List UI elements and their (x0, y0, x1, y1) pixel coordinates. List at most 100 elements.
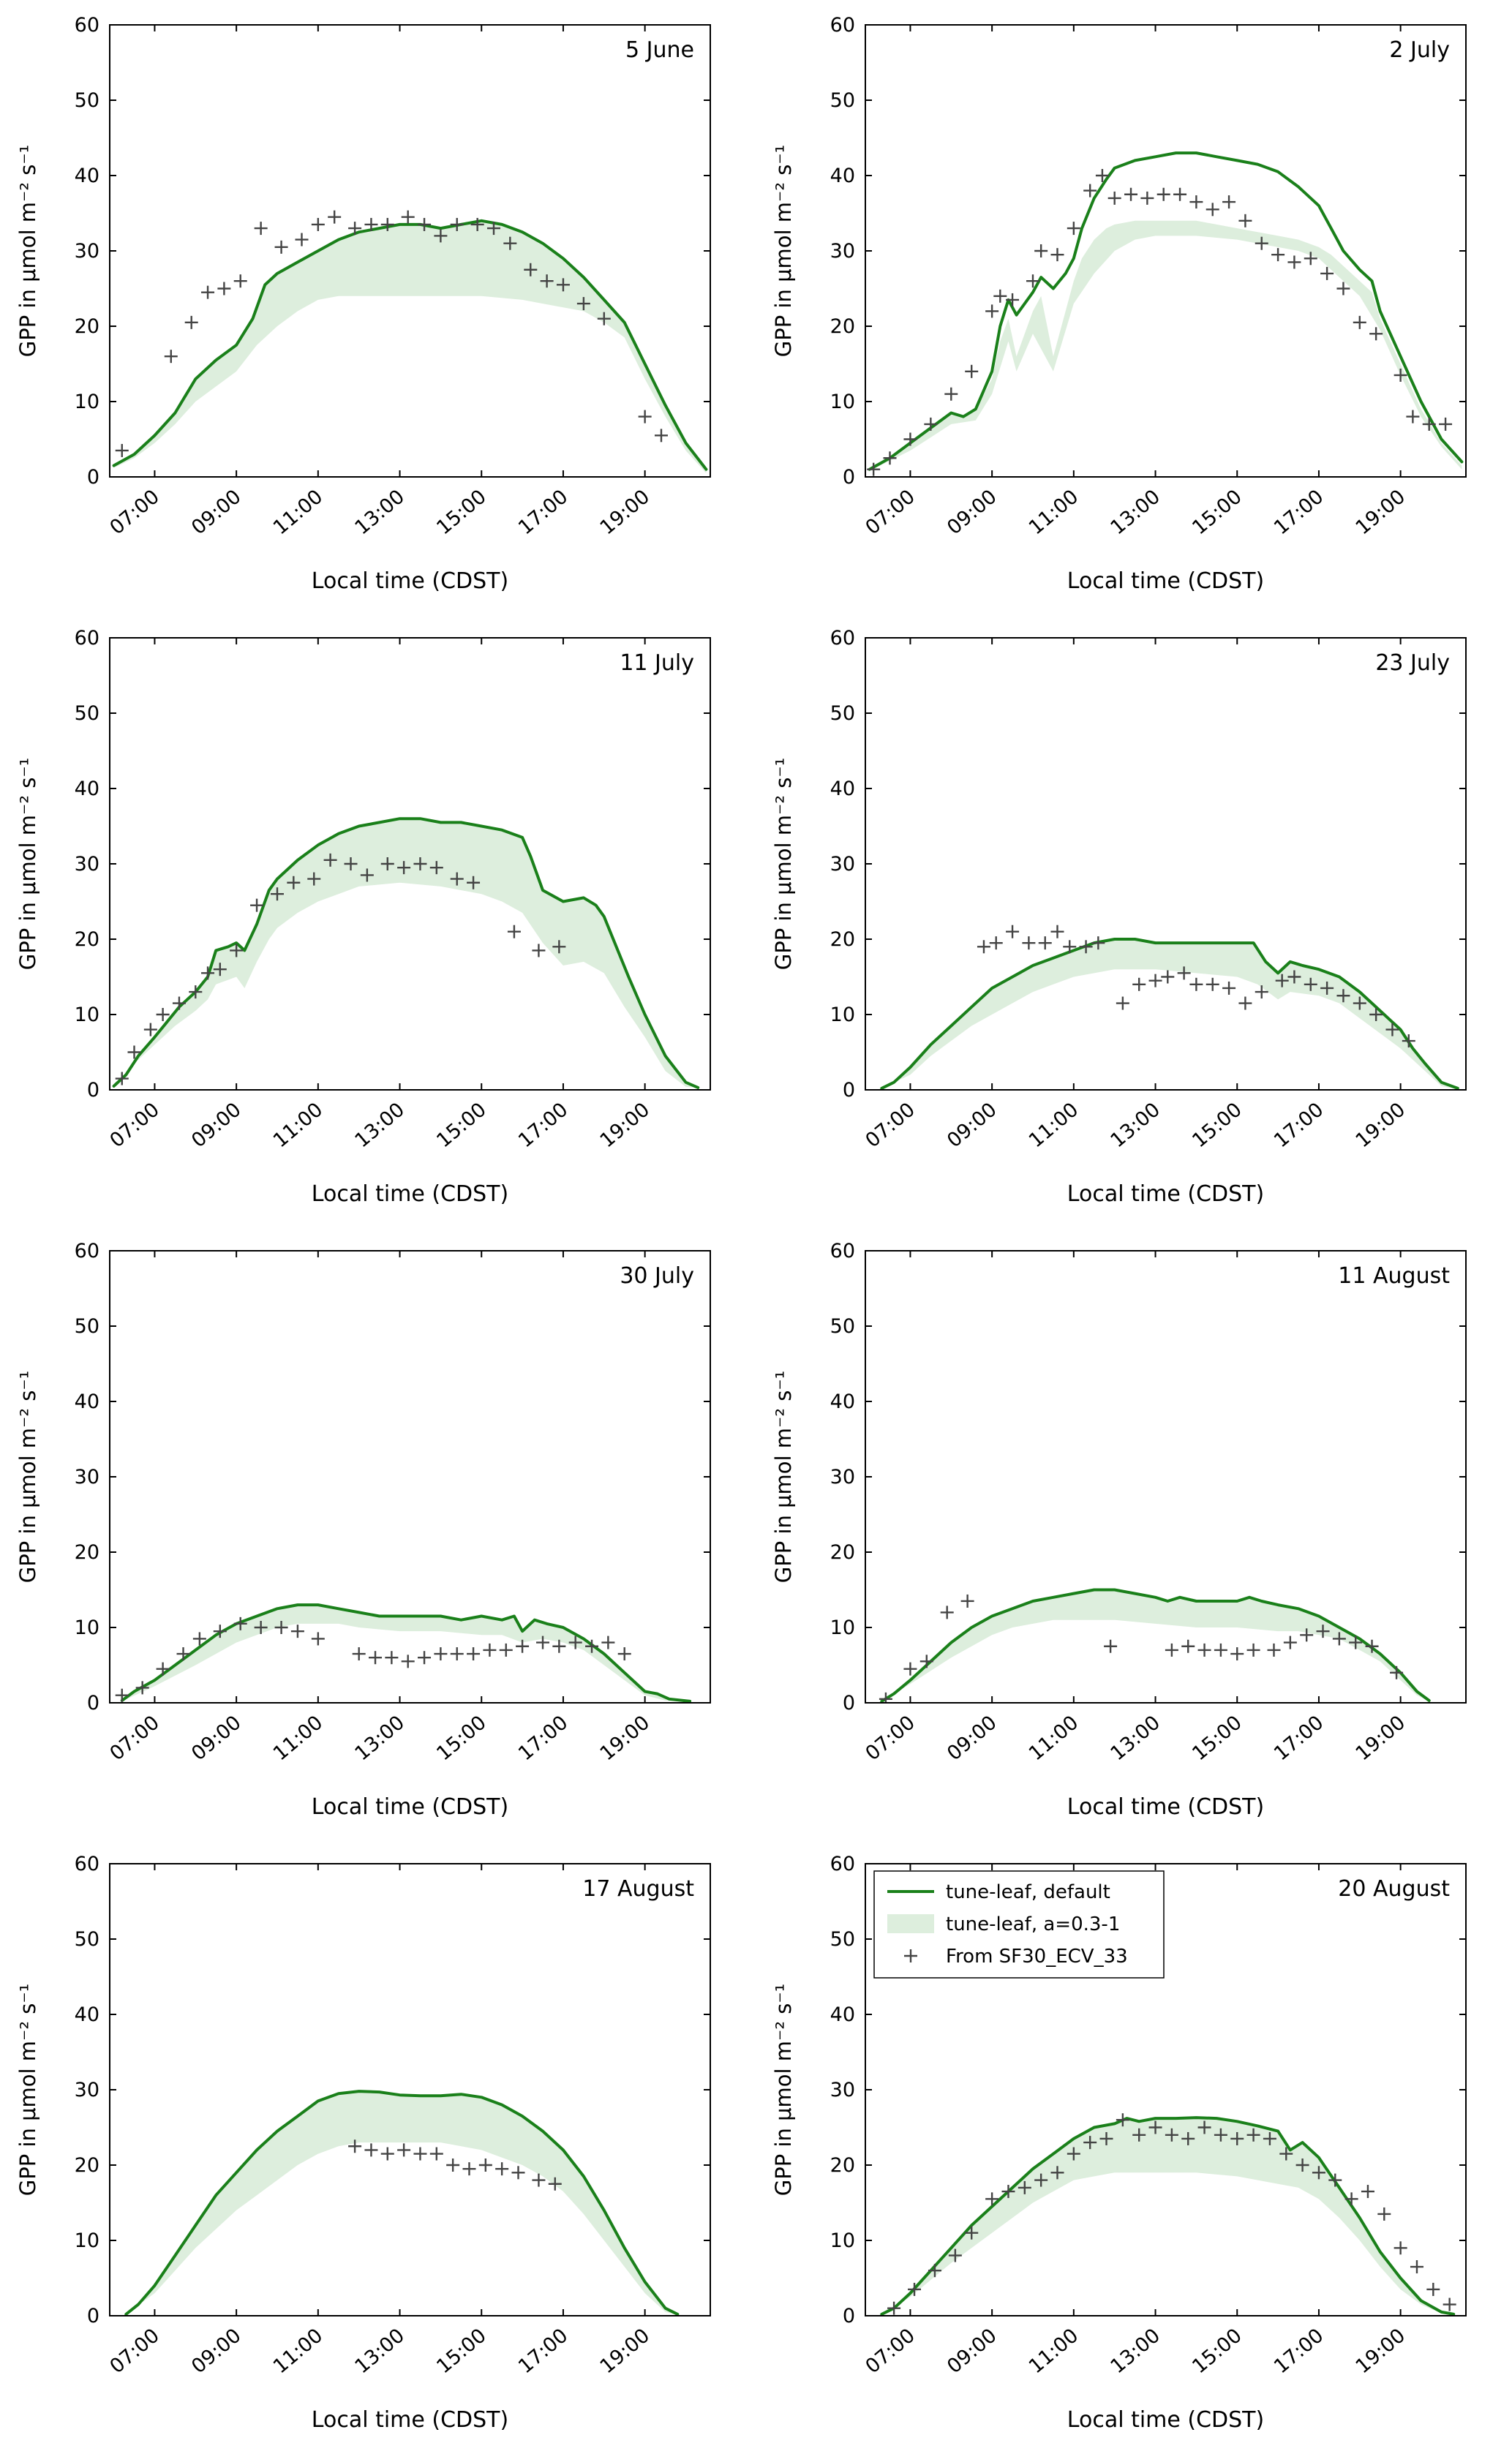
model-default-line (112, 817, 700, 1089)
legend-label: tune-leaf, a=0.3-1 (946, 1913, 1120, 1935)
y-tick-label: 0 (87, 2305, 99, 2327)
y-tick-label: 60 (75, 14, 99, 37)
legend-label: From SF30_ECV_33 (946, 1946, 1128, 1968)
y-tick-label: 30 (830, 1466, 855, 1488)
y-tick-label: 60 (75, 1240, 99, 1262)
x-tick-label: 13:00 (1107, 2325, 1165, 2379)
x-tick-label: 11:00 (1025, 486, 1083, 540)
x-tick-label: 07:00 (861, 1712, 919, 1766)
legend-band-sample (887, 1914, 934, 1933)
uncertainty-band (881, 2118, 1454, 2314)
y-tick-label: 60 (75, 1853, 99, 1875)
x-tick-label: 19:00 (1352, 2325, 1410, 2379)
y-tick-label: 30 (75, 853, 99, 876)
x-tick-label: 15:00 (1188, 486, 1246, 540)
y-tick-label: 0 (87, 1692, 99, 1715)
y-tick-label: 40 (830, 1390, 855, 1413)
x-tick-label: 11:00 (1025, 1099, 1083, 1153)
axes-frame (865, 24, 1467, 478)
x-tick-label: 13:00 (1107, 1712, 1165, 1766)
panel-title: 11 July (620, 650, 694, 676)
model-default-line (880, 938, 1459, 1090)
y-tick-label: 10 (75, 1004, 99, 1026)
x-tick-label: 13:00 (351, 2325, 410, 2379)
uncertainty-band (881, 1589, 1429, 1701)
model-default-line (880, 2116, 1456, 2316)
x-tick-label: 19:00 (1352, 1099, 1410, 1153)
plot-area (879, 1588, 1431, 1703)
x-tick-label: 15:00 (1188, 2325, 1246, 2379)
model-default-line (112, 219, 708, 471)
x-tick-label: 15:00 (432, 1712, 491, 1766)
x-tick-label: 11:00 (269, 486, 328, 540)
y-tick-label: 10 (830, 1616, 855, 1639)
y-axis-label: GPP in μmol m⁻² s⁻¹ (15, 1371, 40, 1583)
y-tick-label: 50 (75, 1928, 99, 1951)
panel-title: 20 August (1338, 1876, 1450, 1902)
y-tick-label: 20 (75, 315, 99, 338)
y-tick-label: 30 (75, 2079, 99, 2101)
x-tick-label: 19:00 (596, 1712, 655, 1766)
x-tick-label: 17:00 (1270, 2325, 1328, 2379)
x-tick-label: 17:00 (1270, 1099, 1328, 1153)
observation-markers (867, 169, 1453, 476)
y-tick-label: 20 (830, 2154, 855, 2177)
y-tick-label: 20 (75, 928, 99, 951)
x-tick-label: 13:00 (1107, 1099, 1165, 1153)
x-tick-label: 15:00 (432, 2325, 491, 2379)
panel-title: 2 July (1389, 37, 1450, 63)
x-tick-label: 11:00 (269, 2325, 328, 2379)
x-tick-label: 15:00 (1188, 1099, 1246, 1153)
y-axis-label: GPP in μmol m⁻² s⁻¹ (771, 145, 796, 357)
model-default-line (868, 151, 1464, 471)
x-tick-label: 07:00 (861, 1099, 919, 1153)
y-tick-label: 0 (843, 1079, 855, 1102)
x-axis-label: Local time (CDST) (312, 1181, 508, 1207)
y-axis-label: GPP in μmol m⁻² s⁻¹ (771, 758, 796, 970)
y-tick-label: 40 (75, 778, 99, 800)
x-tick-label: 11:00 (269, 1099, 328, 1153)
y-axis-label: GPP in μmol m⁻² s⁻¹ (15, 145, 40, 357)
plot-area (112, 210, 708, 473)
x-tick-label: 11:00 (1025, 2325, 1083, 2379)
uncertainty-band (881, 939, 1458, 1089)
y-tick-label: 10 (830, 1004, 855, 1026)
uncertainty-band (113, 818, 699, 1088)
x-tick-label: 09:00 (943, 486, 1001, 540)
observation-markers (887, 2113, 1456, 2315)
y-axis-label: GPP in μmol m⁻² s⁻¹ (15, 1984, 40, 2196)
y-tick-label: 20 (830, 928, 855, 951)
observation-markers (348, 2139, 562, 2191)
subplot-20-august: 07:00 09:00 11:00 13:00 15:00 17:00 19:00 0 10 20… (756, 1839, 1511, 2452)
y-tick-label: 50 (75, 1315, 99, 1338)
observation-markers (115, 853, 566, 1085)
uncertainty-band (869, 220, 1462, 471)
x-axis-label: Local time (CDST) (312, 1794, 508, 1820)
uncertainty-band (113, 220, 707, 473)
y-tick-label: 0 (843, 466, 855, 489)
y-tick-label: 50 (75, 702, 99, 725)
y-tick-label: 0 (843, 2305, 855, 2327)
x-axis-label: Local time (CDST) (1067, 2407, 1264, 2433)
y-tick-label: 10 (830, 391, 855, 413)
observation-markers (977, 925, 1415, 1048)
plot-area (880, 925, 1459, 1090)
y-tick-label: 60 (830, 1240, 855, 1262)
subplot-5-june: 07:00 09:00 11:00 13:00 15:00 17:00 19:00 0 10 20… (0, 0, 756, 613)
x-axis-label: Local time (CDST) (1067, 1181, 1264, 1207)
x-tick-label: 11:00 (1025, 1712, 1083, 1766)
y-tick-label: 40 (75, 1390, 99, 1413)
x-tick-label: 17:00 (514, 486, 573, 540)
plot-area (115, 1603, 692, 1703)
plot-area (124, 2090, 680, 2316)
panel-title: 11 August (1338, 1263, 1450, 1289)
y-tick-label: 40 (830, 2003, 855, 2026)
y-tick-label: 30 (75, 1466, 99, 1488)
x-tick-label: 19:00 (1352, 486, 1410, 540)
uncertainty-band (121, 1605, 691, 1702)
y-tick-label: 10 (75, 1616, 99, 1639)
panel-title: 17 August (582, 1876, 694, 1902)
x-tick-label: 07:00 (861, 2325, 919, 2379)
y-tick-label: 0 (843, 1692, 855, 1715)
